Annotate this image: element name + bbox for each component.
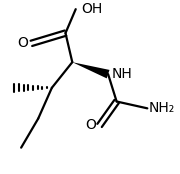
Text: NH₂: NH₂ xyxy=(149,101,175,115)
Text: OH: OH xyxy=(81,2,102,16)
Text: O: O xyxy=(17,36,28,50)
Polygon shape xyxy=(72,62,109,78)
Text: NH: NH xyxy=(112,67,132,81)
Text: O: O xyxy=(85,118,96,132)
